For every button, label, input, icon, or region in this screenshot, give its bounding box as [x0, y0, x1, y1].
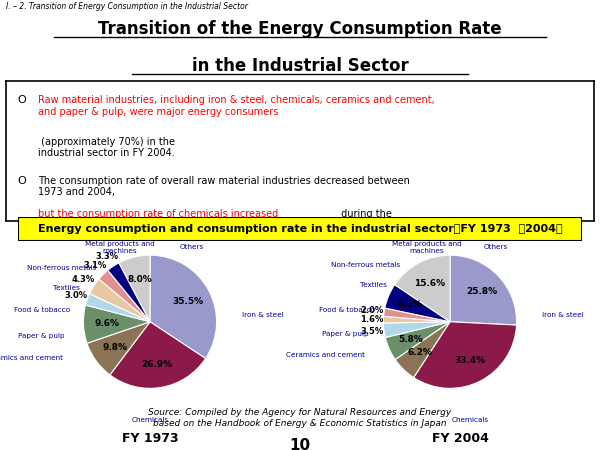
- Wedge shape: [99, 270, 150, 322]
- Text: 3.0%: 3.0%: [64, 291, 88, 300]
- Text: 3.3%: 3.3%: [95, 252, 118, 261]
- Text: 4.3%: 4.3%: [72, 275, 95, 284]
- Text: 5.8%: 5.8%: [398, 335, 423, 344]
- Text: 3.1%: 3.1%: [83, 261, 106, 270]
- Text: Chemicals: Chemicals: [131, 417, 169, 423]
- Text: Textiles: Textiles: [53, 285, 80, 292]
- Text: Non-ferrous metals: Non-ferrous metals: [331, 262, 400, 268]
- Text: 6.1%: 6.1%: [398, 301, 422, 310]
- Text: 10: 10: [289, 437, 311, 450]
- FancyBboxPatch shape: [18, 217, 582, 241]
- Text: Textiles: Textiles: [360, 282, 387, 288]
- Wedge shape: [395, 255, 450, 322]
- Text: 2.0%: 2.0%: [361, 306, 384, 315]
- Text: Ceramics and cement: Ceramics and cement: [286, 352, 365, 358]
- Text: 15.6%: 15.6%: [414, 279, 445, 288]
- Text: Raw material industries, including iron & steel, chemicals, ceramics and cement,: Raw material industries, including iron …: [38, 95, 435, 117]
- Wedge shape: [450, 255, 517, 325]
- Wedge shape: [385, 322, 450, 360]
- Text: 25.8%: 25.8%: [466, 288, 497, 297]
- Text: Source: Compiled by the Agency for Natural Resources and Energy
based on the Han: Source: Compiled by the Agency for Natur…: [148, 408, 452, 428]
- Text: Transition of the Energy Consumption Rate: Transition of the Energy Consumption Rat…: [98, 20, 502, 38]
- Text: Energy consumption and consumption rate in the industrial sector（FY 1973  を2004）: Energy consumption and consumption rate …: [38, 224, 562, 234]
- Text: Ceramics and cement: Ceramics and cement: [0, 356, 64, 361]
- Text: 9.6%: 9.6%: [94, 319, 119, 328]
- Text: 3.5%: 3.5%: [361, 327, 383, 336]
- Text: Paper & pulp: Paper & pulp: [18, 333, 65, 339]
- Text: 6.2%: 6.2%: [407, 348, 432, 357]
- Text: O: O: [18, 95, 26, 105]
- Text: Others: Others: [180, 244, 204, 250]
- Text: 35.5%: 35.5%: [173, 297, 203, 306]
- Text: I. – 2. Transition of Energy Consumption in the Industrial Sector: I. – 2. Transition of Energy Consumption…: [6, 2, 248, 11]
- Text: (approximately 70%) in the
industrial sector in FY 2004.: (approximately 70%) in the industrial se…: [38, 137, 175, 158]
- Wedge shape: [83, 305, 150, 343]
- Wedge shape: [383, 308, 450, 322]
- Text: O: O: [18, 176, 26, 186]
- Wedge shape: [119, 255, 150, 322]
- Wedge shape: [395, 322, 450, 378]
- Text: Paper & pulp: Paper & pulp: [322, 331, 369, 337]
- Text: 9.8%: 9.8%: [103, 342, 127, 351]
- Text: Metal products and
machines: Metal products and machines: [392, 241, 461, 254]
- Wedge shape: [110, 322, 206, 388]
- Text: Others: Others: [484, 244, 508, 250]
- Text: FY 1973: FY 1973: [122, 432, 178, 445]
- Text: Metal products and
machines: Metal products and machines: [85, 241, 155, 254]
- Text: 1.6%: 1.6%: [360, 315, 383, 324]
- Wedge shape: [413, 322, 517, 388]
- Wedge shape: [86, 294, 150, 322]
- Wedge shape: [383, 316, 450, 323]
- Text: Food & tobacco: Food & tobacco: [319, 307, 376, 313]
- Text: in the Industrial Sector: in the Industrial Sector: [191, 57, 409, 75]
- Wedge shape: [385, 285, 450, 322]
- Text: Iron & steel: Iron & steel: [242, 312, 284, 318]
- Text: Food & tobacco: Food & tobacco: [14, 307, 70, 313]
- Text: The consumption rate of overall raw material industries decreased between
1973 a: The consumption rate of overall raw mate…: [38, 176, 410, 198]
- Wedge shape: [108, 263, 150, 322]
- Wedge shape: [383, 322, 450, 338]
- Text: 8.0%: 8.0%: [127, 275, 152, 284]
- Text: 26.9%: 26.9%: [142, 360, 173, 369]
- Text: Iron & steel: Iron & steel: [542, 312, 584, 318]
- Text: 33.4%: 33.4%: [454, 356, 485, 365]
- Wedge shape: [150, 255, 217, 359]
- Text: during the
same period(26.8%→33.4%).: during the same period(26.8%→33.4%).: [338, 209, 479, 231]
- Text: Chemicals: Chemicals: [451, 417, 488, 423]
- Text: but the consumption rate of chemicals increased: but the consumption rate of chemicals in…: [38, 209, 278, 219]
- Text: Non-ferrous metals: Non-ferrous metals: [28, 266, 97, 271]
- Wedge shape: [87, 322, 150, 375]
- Text: FY 2004: FY 2004: [431, 432, 488, 445]
- Wedge shape: [89, 279, 150, 322]
